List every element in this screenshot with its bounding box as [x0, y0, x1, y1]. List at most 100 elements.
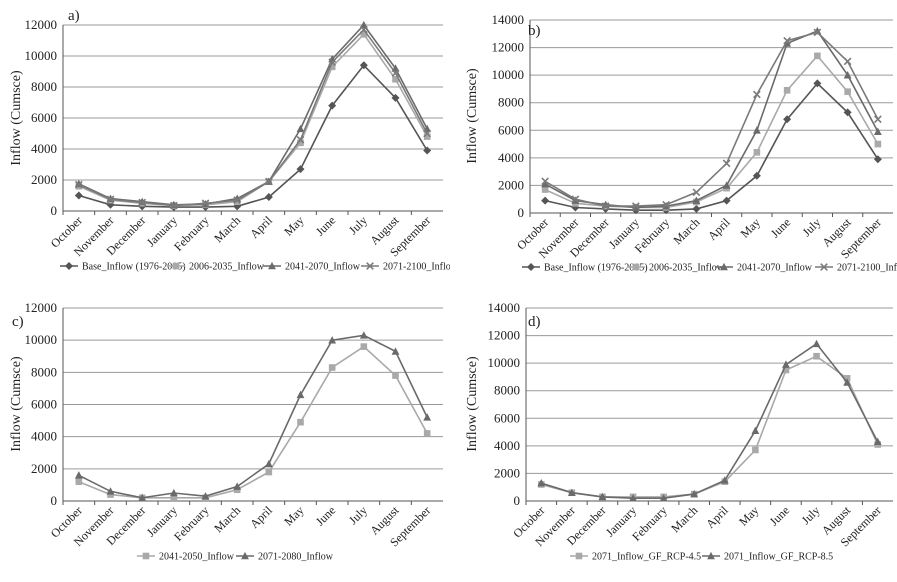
legend-marker	[172, 262, 180, 270]
data-point	[391, 347, 400, 355]
panel-label: b)	[528, 23, 541, 39]
data-point	[392, 75, 399, 83]
legend-label: Base_Inflow (1976-2005)	[544, 263, 648, 274]
data-point	[138, 493, 147, 502]
data-point	[296, 390, 305, 399]
data-point	[598, 492, 607, 501]
legend-item: 2006-2035_Inflow	[167, 262, 265, 273]
data-point	[106, 195, 115, 204]
panel-label: c)	[12, 314, 24, 330]
y-tick-label: 14000	[492, 12, 525, 27]
series-2	[75, 31, 431, 209]
y-tick-label: 8000	[31, 364, 57, 379]
data-point	[571, 195, 580, 204]
legend-item: 2041-2070_Inflow	[715, 263, 813, 274]
y-tick-label: 10000	[25, 48, 58, 63]
data-point	[537, 478, 546, 487]
data-point	[874, 140, 882, 148]
y-tick-label: 0	[518, 205, 525, 220]
data-point	[541, 179, 550, 188]
x-tick-label: May	[738, 215, 763, 240]
data-point	[328, 364, 336, 371]
data-point	[541, 196, 550, 205]
x-tick-label: May	[281, 503, 306, 528]
data-point	[264, 177, 273, 186]
legend-label: 2071_Inflow_GF_RCP-4.5	[592, 552, 701, 563]
legend-label: 2006-2035_Inflow	[649, 263, 725, 274]
series-line	[78, 23, 428, 206]
series-line	[541, 355, 879, 498]
x-tick-label: March	[668, 503, 700, 535]
data-point	[843, 57, 852, 66]
data-point	[423, 146, 432, 155]
chart-svg-a: 020004000600080001000012000OctoberNovemb…	[9, 8, 459, 273]
data-point	[782, 360, 790, 368]
series-line	[544, 82, 879, 211]
chart-svg-c: 020004000600080001000012000OctoberNovemb…	[9, 300, 443, 563]
panel-label: a)	[68, 8, 80, 24]
legend-item: 2071-2080_Inflow	[236, 552, 334, 563]
data-point	[752, 446, 759, 454]
x-tick-label: June	[313, 503, 338, 528]
y-tick-label: 2000	[31, 461, 57, 476]
data-point	[359, 25, 368, 34]
legend-marker	[575, 552, 583, 560]
y-axis-title: Inflow (Cumsce)	[9, 70, 24, 166]
legend-marker	[142, 552, 150, 560]
y-tick-label: 2000	[31, 172, 57, 187]
x-tick-label: March	[211, 503, 243, 535]
legend-item: Base_Inflow (1976-2005)	[522, 263, 648, 274]
x-tick-label: June	[767, 503, 792, 528]
y-tick-label: 12000	[488, 328, 521, 343]
data-point	[328, 336, 337, 344]
x-tick-label: July	[346, 213, 370, 237]
y-tick-label: 6000	[31, 397, 57, 412]
y-tick-label: 0	[51, 203, 58, 218]
chart-svg-b: 02000400060008000100001200014000OctoberN…	[465, 12, 897, 274]
data-point	[265, 468, 273, 476]
data-point	[296, 124, 305, 133]
y-tick-label: 12000	[492, 40, 525, 55]
series-2	[537, 339, 882, 502]
data-point	[814, 52, 821, 60]
data-point	[170, 494, 178, 502]
data-point	[753, 149, 761, 156]
data-point	[423, 129, 432, 138]
data-point	[844, 88, 851, 95]
y-axis-title: Inflow (Cumsce)	[465, 356, 480, 452]
data-point	[632, 202, 640, 210]
y-tick-label: 8000	[498, 95, 524, 110]
legend-marker	[241, 551, 249, 560]
series-1	[541, 79, 882, 215]
data-point	[601, 202, 610, 210]
x-tick-label: February	[171, 503, 212, 544]
data-point	[722, 159, 731, 168]
legend-marker	[268, 261, 276, 270]
series-line	[78, 64, 428, 208]
data-point	[201, 199, 210, 208]
legend-label: 2071_Inflow_GF_RCP-8.5	[724, 552, 833, 563]
y-tick-label: 2000	[498, 177, 524, 192]
data-point	[359, 61, 368, 70]
data-point	[843, 378, 852, 386]
data-point	[138, 198, 147, 207]
data-point	[359, 331, 368, 339]
data-point	[360, 343, 368, 350]
y-tick-label: 4000	[31, 141, 57, 156]
data-point	[722, 181, 731, 189]
legend-item: Base_Inflow (1976-2005)	[60, 262, 186, 273]
data-point	[629, 494, 637, 502]
legend-item: 2071-2100_Inflow	[361, 262, 459, 273]
legend-label: 2041-2070_Inflow	[285, 262, 361, 273]
x-tick-label: February	[171, 213, 212, 254]
series-line	[544, 31, 879, 207]
x-tick-label: July	[799, 503, 823, 527]
series-3	[541, 26, 882, 211]
data-point	[751, 426, 760, 434]
chart-panel-a: 0 2000 4000 6000 8000 10000 12000 October Novemb…	[0, 0, 459, 288]
legend-label: 2071-2080_Inflow	[258, 552, 334, 563]
legend-item: 2041-2050_Inflow	[137, 552, 235, 563]
y-tick-label: 8000	[494, 383, 520, 398]
data-point	[662, 200, 670, 209]
y-axis-title: Inflow (Cumsce)	[465, 68, 480, 164]
